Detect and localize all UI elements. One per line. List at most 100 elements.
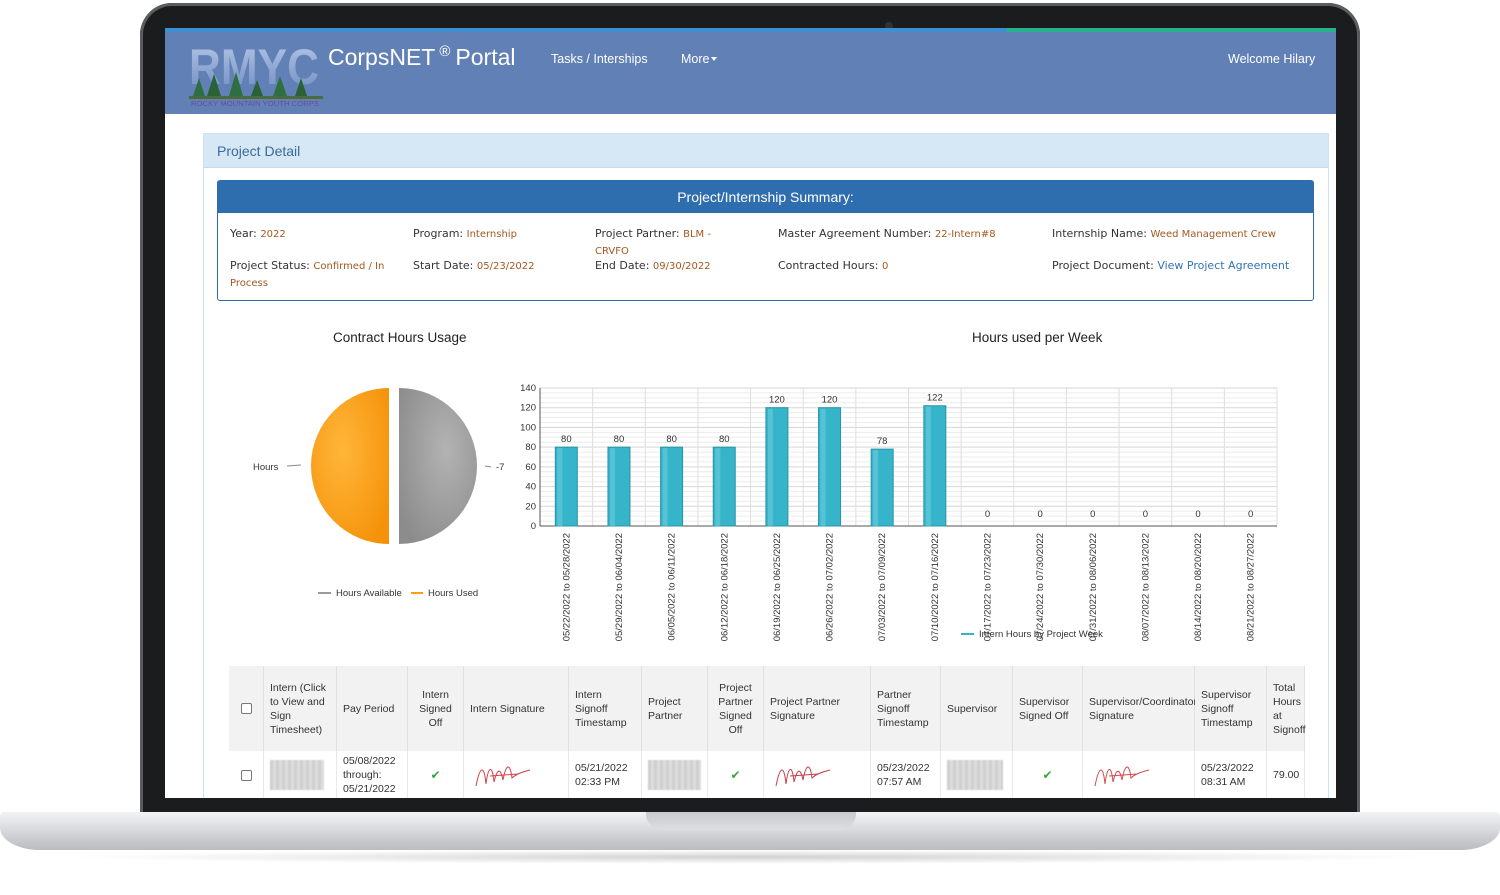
header-label: Supervisor Signed Off — [1019, 695, 1070, 722]
y-tick-label: 100 — [520, 422, 536, 433]
y-tick-label: 20 — [525, 501, 536, 512]
bar-value-label: 80 — [666, 434, 677, 445]
x-tick-label: 05/29/2022 to 06/04/2022 — [614, 533, 625, 641]
table-cell — [229, 751, 264, 798]
table-cell: 05/08/2022 through: 05/21/2022 — [337, 751, 408, 798]
pie-label-hours: Hours — [253, 462, 279, 473]
partner-signed-check-icon: ✔ — [730, 768, 741, 782]
intern-name[interactable] — [270, 760, 324, 790]
navbar: RMYC ROCKY MOUNTAIN YOUTH CORPS CorpsNET… — [165, 28, 1336, 114]
field-internship: Internship Name: Weed Management Crew — [1052, 227, 1276, 240]
bar-value-label: 0 — [1037, 509, 1042, 520]
table-cell — [764, 751, 871, 798]
project-detail-panel: Project Detail Project/Internship Summar… — [203, 133, 1329, 798]
total-hours-value: 79.00 — [1273, 769, 1300, 781]
pie-label-available: -760 Hours — [496, 462, 505, 473]
bar-value-label: 80 — [561, 434, 572, 445]
header-label: Intern Signature — [470, 702, 545, 715]
supervisor-signed-check-icon: ✔ — [1042, 768, 1053, 782]
brand-name: CorpsNET — [328, 44, 436, 70]
col-supervisor-header: Supervisor — [941, 666, 1013, 751]
col-pay-period-header: Pay Period — [337, 666, 408, 751]
supervisor-name — [947, 760, 1003, 790]
col-intern-timestamp-header: Intern Signoff Timestamp — [569, 666, 642, 751]
timesheet-table: Intern (Click to View and Sign Timesheet… — [229, 666, 1336, 798]
pie-slice-hours-available — [399, 388, 477, 544]
col-total-hours-header: Total Hours at Signoff — [1267, 666, 1306, 751]
bar-highlight — [767, 408, 773, 526]
row-checkbox[interactable] — [240, 769, 252, 781]
bar-value-label: 120 — [822, 395, 838, 406]
summary-title: Project/Internship Summary: — [218, 181, 1313, 213]
camera-icon — [885, 22, 893, 30]
summary-box: Project/Internship Summary: Year: 2022 P… — [217, 180, 1314, 301]
table-cell: 05/21/2022 02:33 PM — [569, 751, 642, 798]
bar-highlight — [557, 448, 563, 526]
y-tick-label: 40 — [525, 482, 536, 493]
header-label: Total Hours at Signoff — [1273, 681, 1306, 736]
nav-more-dropdown[interactable]: More — [681, 52, 718, 66]
panel-header: Project Detail — [204, 134, 1328, 168]
bar-chart: 0 20 40 60 80 100 120 140 80 80 80 80 120 120 78 122 0 0… — [520, 383, 1278, 641]
header-label: Intern Signoff Timestamp — [575, 688, 627, 729]
bar-highlight — [873, 450, 879, 526]
y-tick-label: 60 — [525, 462, 536, 473]
field-agreement: Master Agreement Number: 22-Intern#8 — [778, 227, 996, 240]
pie-slice-hours-used — [311, 388, 389, 544]
x-tick-label: 06/26/2022 to 07/02/2022 — [825, 533, 836, 641]
bar-highlight — [820, 408, 826, 526]
brand-title[interactable]: CorpsNET ® Portal — [328, 43, 516, 71]
table-cell: 05/23/2022 08:31 AM — [1195, 751, 1267, 798]
table-cell — [464, 751, 569, 798]
bar-value-label: 78 — [877, 436, 888, 447]
logo-subtext: ROCKY MOUNTAIN YOUTH CORPS — [191, 101, 319, 108]
table-cell — [1083, 751, 1195, 798]
supervisor-timestamp-value: 05/23/2022 08:31 AM — [1201, 762, 1254, 788]
pie-chart-title: Contract Hours Usage — [333, 330, 467, 345]
y-tick-label: 140 — [520, 383, 536, 394]
field-status: Project Status: Confirmed / In Process — [230, 259, 385, 289]
select-all-checkbox[interactable] — [240, 703, 252, 714]
bar-highlight — [662, 448, 668, 526]
col-intern-signature-header: Intern Signature — [464, 666, 569, 751]
bar-value-label: 0 — [1195, 509, 1200, 520]
pay-period-value: 05/08/2022 through: 05/21/2022 — [343, 755, 396, 795]
logo[interactable]: RMYC ROCKY MOUNTAIN YOUTH CORPS — [189, 38, 323, 108]
field-partner: Project Partner: BLM - CRVFO — [595, 227, 711, 257]
panel-title: Project Detail — [217, 143, 301, 159]
x-tick-label: 07/03/2022 to 07/09/2022 — [877, 533, 888, 641]
select-all-checkbox-header[interactable] — [229, 666, 264, 751]
contracted-value: 0 — [882, 261, 889, 272]
pie-chart: Hours -760 Hours Hours Available Hours U… — [253, 388, 505, 599]
table-cell — [642, 751, 708, 798]
year-value: 2022 — [260, 229, 286, 240]
intern-signed-check-icon: ✔ — [430, 768, 441, 782]
x-tick-label: 05/22/2022 to 05/28/2022 — [561, 533, 572, 641]
welcome-user[interactable]: Welcome Hilary — [1228, 52, 1316, 66]
y-tick-label: 80 — [525, 442, 536, 453]
field-end: End Date: 09/30/2022 — [595, 259, 711, 272]
x-tick-label: 06/19/2022 to 06/25/2022 — [772, 533, 783, 641]
col-supervisor-signed-header: Supervisor Signed Off — [1013, 666, 1083, 751]
table-cell: ✔ — [1013, 751, 1083, 798]
header-label: Supervisor — [947, 702, 998, 715]
view-agreement-link[interactable]: View Project Agreement — [1157, 259, 1290, 272]
table-cell: ✔ — [408, 751, 464, 798]
field-program: Program: Internship — [413, 227, 517, 240]
x-tick-label: 06/12/2022 to 06/18/2022 — [719, 533, 730, 641]
x-tick-label: 08/14/2022 to 08/20/2022 — [1193, 533, 1204, 641]
field-document: Project Document: View Project Agreement — [1052, 259, 1290, 272]
y-tick-label: 120 — [520, 403, 536, 414]
table-cell: 79.00 — [1267, 751, 1305, 798]
header-label: Pay Period — [343, 702, 395, 715]
table-cell: 05/23/2022 07:57 AM — [871, 751, 941, 798]
bar-legend: Intern Hours by Project Week — [979, 629, 1103, 640]
partner-signature — [775, 766, 831, 787]
laptop-shadow — [60, 850, 1440, 864]
x-tick-label: 07/10/2022 to 07/16/2022 — [930, 533, 941, 641]
bar-highlight — [925, 406, 931, 526]
nav-tasks-link[interactable]: Tasks / Interships — [551, 52, 648, 66]
laptop-notch — [646, 812, 856, 830]
x-tick-label: 06/05/2022 to 06/11/2022 — [667, 533, 678, 641]
intern-timestamp-value: 05/21/2022 02:33 PM — [575, 762, 628, 788]
